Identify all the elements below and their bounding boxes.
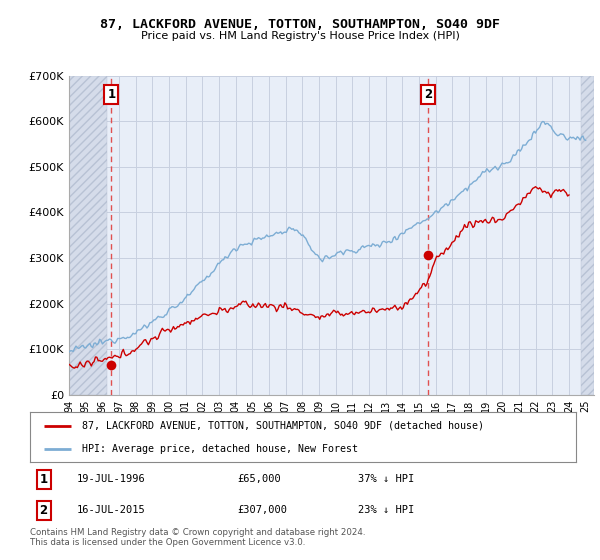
Text: Contains HM Land Registry data © Crown copyright and database right 2024.
This d: Contains HM Land Registry data © Crown c… — [30, 528, 365, 548]
Text: HPI: Average price, detached house, New Forest: HPI: Average price, detached house, New … — [82, 445, 358, 454]
Text: 1: 1 — [40, 473, 48, 486]
Text: 2: 2 — [40, 503, 48, 517]
Text: 19-JUL-1996: 19-JUL-1996 — [76, 474, 145, 484]
Text: 2: 2 — [424, 88, 432, 101]
Text: Price paid vs. HM Land Registry's House Price Index (HPI): Price paid vs. HM Land Registry's House … — [140, 31, 460, 41]
Bar — [69, 76, 107, 395]
Text: £65,000: £65,000 — [238, 474, 281, 484]
Text: 87, LACKFORD AVENUE, TOTTON, SOUTHAMPTON, SO40 9DF: 87, LACKFORD AVENUE, TOTTON, SOUTHAMPTON… — [100, 18, 500, 31]
Text: 1: 1 — [107, 88, 115, 101]
Text: 37% ↓ HPI: 37% ↓ HPI — [358, 474, 414, 484]
Bar — [581, 76, 594, 395]
Text: 23% ↓ HPI: 23% ↓ HPI — [358, 505, 414, 515]
Text: 87, LACKFORD AVENUE, TOTTON, SOUTHAMPTON, SO40 9DF (detached house): 87, LACKFORD AVENUE, TOTTON, SOUTHAMPTON… — [82, 421, 484, 431]
Text: £307,000: £307,000 — [238, 505, 287, 515]
Text: 16-JUL-2015: 16-JUL-2015 — [76, 505, 145, 515]
